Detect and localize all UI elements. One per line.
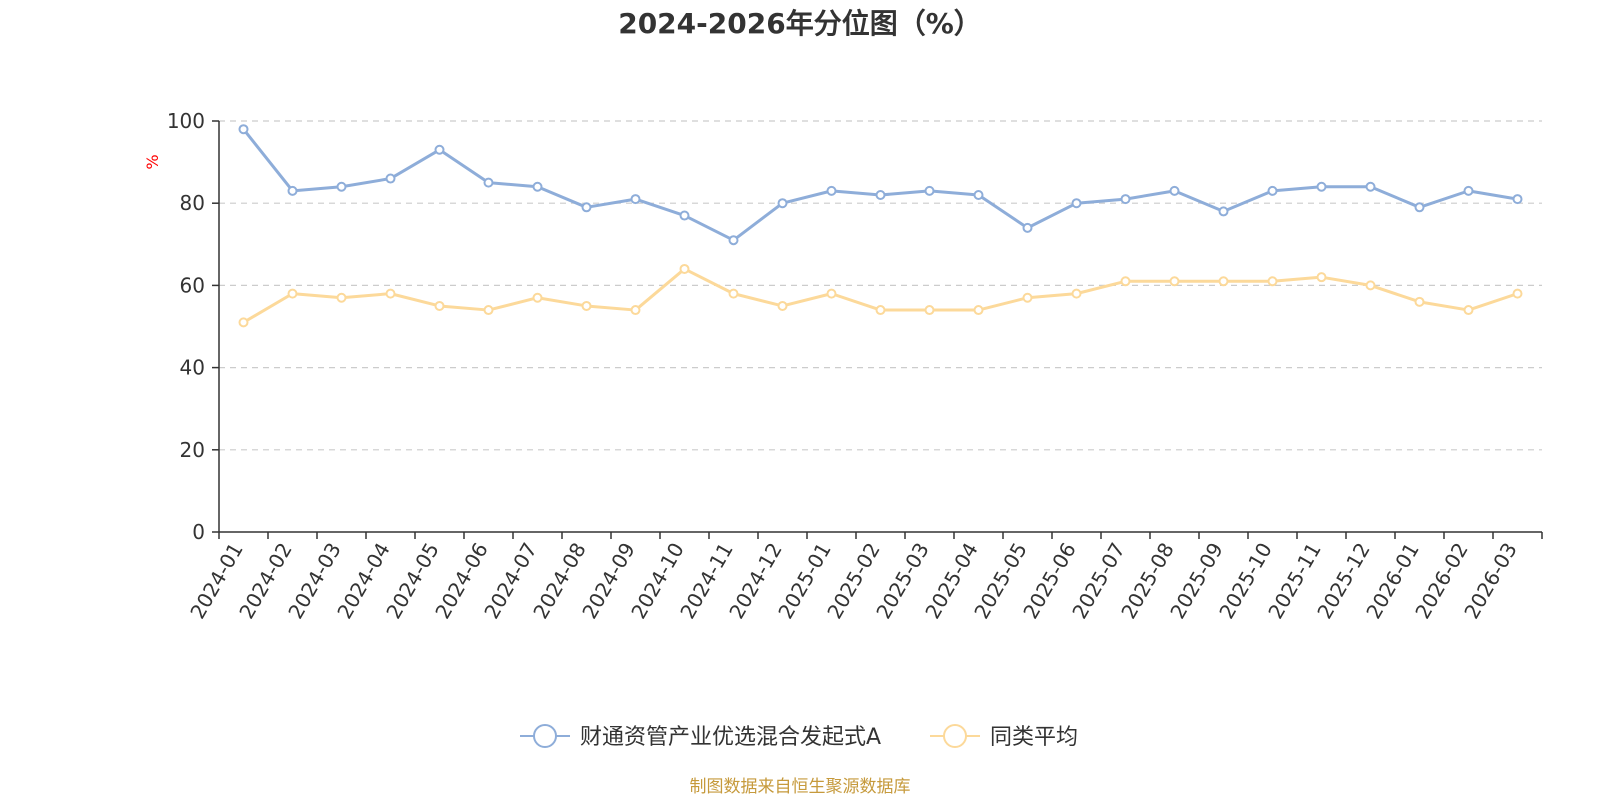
data-point	[1414, 202, 1425, 213]
data-point	[385, 173, 396, 184]
data-point	[826, 185, 837, 196]
data-point	[581, 300, 592, 311]
y-tick-label: 40	[180, 356, 205, 380]
data-point	[434, 300, 445, 311]
data-point	[1512, 288, 1523, 299]
data-point	[1512, 194, 1523, 205]
y-tick-label: 80	[180, 191, 205, 215]
gridlines	[219, 120, 1542, 451]
data-point	[1071, 288, 1082, 299]
data-point	[826, 288, 837, 299]
data-point	[1414, 296, 1425, 307]
data-point	[483, 177, 494, 188]
data-point	[1218, 276, 1229, 287]
series-line	[242, 128, 1518, 242]
data-point	[728, 288, 739, 299]
data-point	[336, 292, 347, 303]
data-point	[238, 124, 249, 135]
x-axis-ticks: 2024-012024-022024-032024-042024-052024-…	[185, 532, 1543, 623]
data-point	[1120, 276, 1131, 287]
data-point	[728, 235, 739, 246]
data-point	[336, 181, 347, 192]
data-point	[924, 185, 935, 196]
data-point	[434, 144, 445, 155]
data-point	[1463, 305, 1474, 316]
legend-label: 同类平均	[990, 725, 1078, 750]
data-point	[1022, 222, 1033, 233]
data-point	[1267, 276, 1278, 287]
data-point	[1071, 198, 1082, 209]
legend-item[interactable]: 同类平均	[930, 724, 1078, 750]
legend-marker-icon	[533, 724, 557, 748]
data-point	[1169, 185, 1180, 196]
data-point	[287, 288, 298, 299]
legend-label: 财通资管产业优选混合发起式A	[580, 725, 881, 750]
data-point	[483, 305, 494, 316]
legend: 财通资管产业优选混合发起式A 同类平均	[520, 724, 1078, 750]
data-point	[777, 198, 788, 209]
y-tick-label: 60	[180, 273, 205, 297]
data-point	[973, 305, 984, 316]
data-point	[581, 202, 592, 213]
y-axis-ticks: 0 20 40 60 80 100	[167, 109, 219, 544]
data-point	[1316, 181, 1327, 192]
y-tick-label: 20	[180, 438, 205, 462]
data-point	[1365, 181, 1376, 192]
data-point	[238, 317, 249, 328]
data-point	[1169, 276, 1180, 287]
data-point	[630, 305, 641, 316]
y-axis-unit: %	[143, 154, 162, 169]
data-point	[924, 305, 935, 316]
chart-title: 2024-2026年分位图（%）	[618, 7, 982, 40]
y-tick-label: 0	[192, 520, 205, 544]
data-point	[679, 263, 690, 274]
source-note: 制图数据来自恒生聚源数据库	[690, 777, 911, 797]
data-point	[973, 189, 984, 200]
data-point	[532, 181, 543, 192]
data-point	[1463, 185, 1474, 196]
data-point	[1316, 272, 1327, 283]
data-point	[630, 194, 641, 205]
data-point	[679, 210, 690, 221]
data-point	[777, 300, 788, 311]
legend-item[interactable]: 财通资管产业优选混合发起式A	[520, 724, 881, 750]
data-point	[1022, 292, 1033, 303]
data-point	[1267, 185, 1278, 196]
data-point	[532, 292, 543, 303]
data-point	[385, 288, 396, 299]
data-point	[1218, 206, 1229, 217]
y-tick-label: 100	[167, 109, 205, 133]
series-layer	[238, 124, 1523, 328]
data-point	[1120, 194, 1131, 205]
data-point	[287, 185, 298, 196]
series-0	[238, 124, 1523, 246]
data-point	[875, 189, 886, 200]
axes	[218, 121, 1542, 533]
data-point	[875, 305, 886, 316]
legend-marker-icon	[943, 724, 967, 748]
series-1	[238, 263, 1523, 328]
data-point	[1365, 280, 1376, 291]
